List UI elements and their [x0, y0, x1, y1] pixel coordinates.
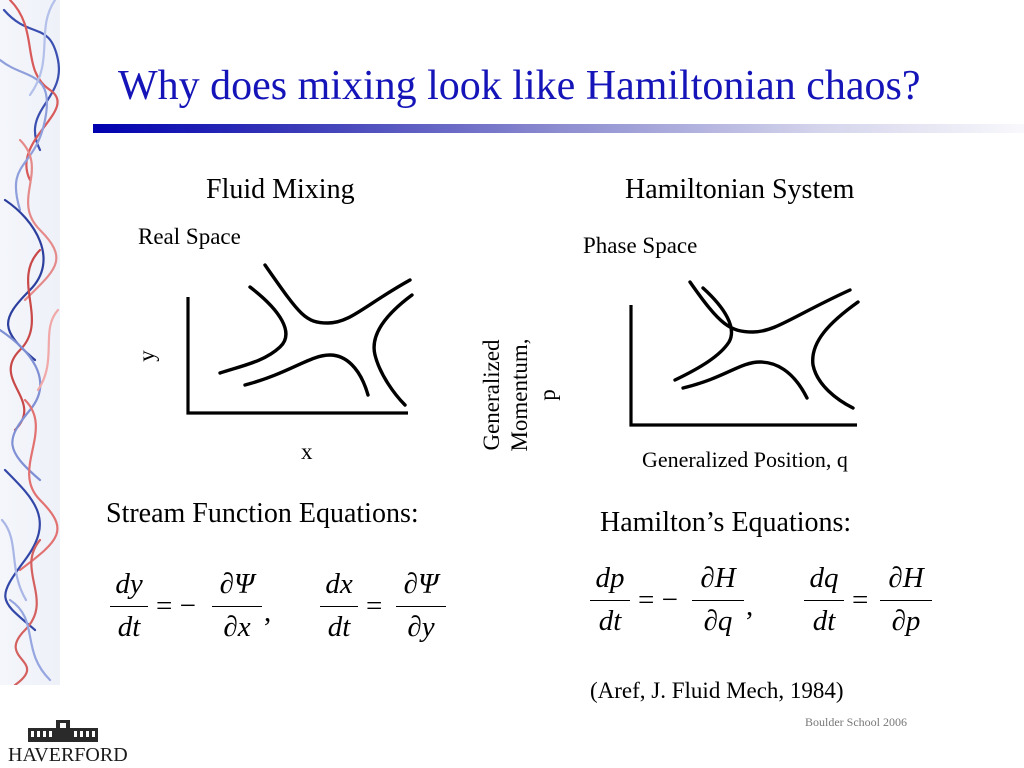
phase-separatrix-lower [681, 360, 809, 400]
momentum-label-line-3: p [535, 389, 560, 401]
eq1-separator: , [264, 596, 272, 628]
y-axis-label: y [134, 350, 159, 362]
heq1-separator: , [746, 590, 754, 622]
stream-function-heading: Stream Function Equations: [106, 498, 419, 529]
heq1-operator: = − [638, 584, 678, 616]
heq2-lhs-fraction: dq dt [804, 562, 844, 638]
heq1-rhs-denominator: ∂q [703, 605, 733, 637]
eq2-operator: = [366, 590, 383, 622]
real-space-axes [186, 297, 408, 415]
heq2-rhs-fraction: ∂H ∂p [880, 562, 932, 638]
eq1-rhs-denominator: ∂x [223, 611, 251, 643]
slide-title: Why does mixing look like Hamiltonian ch… [118, 63, 921, 109]
eq2-rhs-fraction: ∂Ψ ∂y [396, 568, 446, 644]
hamiltons-equations-heading: Hamilton’s Equations: [600, 507, 852, 538]
heq1-rhs-fraction: ∂H ∂q [692, 562, 744, 638]
eq2-lhs-numerator: dx [325, 568, 353, 600]
momentum-label-line-1: Generalized [479, 339, 504, 451]
haverford-logo: HAVERFORD [8, 720, 128, 766]
eq2-rhs-denominator: ∂y [407, 611, 435, 643]
phase-space-diagram [629, 280, 860, 427]
phase-separatrix-upper [688, 280, 852, 334]
eq1-lhs-fraction: dy dt [110, 568, 148, 644]
phase-space-label: Phase Space [583, 233, 698, 258]
eq2-lhs-fraction: dx dt [320, 568, 358, 644]
heq2-lhs-numerator: dq [809, 562, 839, 594]
phase-separatrix-left [673, 286, 734, 382]
phase-space-axes [629, 305, 857, 427]
mixing-pattern-image [0, 0, 60, 685]
title-underline-rule [93, 124, 1024, 133]
mixing-pattern-art [0, 0, 60, 685]
eq2-lhs-denominator: dt [327, 611, 351, 643]
eq2-rhs-numerator: ∂Ψ [403, 568, 439, 600]
haverford-building-icon [28, 720, 98, 742]
eq1-lhs-numerator: dy [115, 568, 143, 600]
citation: (Aref, J. Fluid Mech, 1984) [590, 678, 844, 703]
separatrix-left [218, 285, 288, 375]
fluid-mixing-heading: Fluid Mixing [206, 174, 355, 205]
heq1-lhs-numerator: dp [595, 562, 625, 594]
haverford-logo-text: HAVERFORD [8, 744, 128, 766]
phase-separatrix-right [811, 300, 860, 410]
eq1-lhs-denominator: dt [117, 611, 141, 643]
position-axis-label: Generalized Position, q [642, 447, 848, 472]
momentum-label-line-2: Momentum, [507, 338, 532, 452]
hamiltonian-system-heading: Hamiltonian System [625, 174, 855, 205]
heq2-rhs-numerator: ∂H [888, 562, 924, 594]
footer-text: Boulder School 2006 [805, 715, 907, 729]
separatrix-upper [263, 263, 412, 325]
real-space-diagram [186, 263, 414, 415]
real-space-label: Real Space [138, 224, 241, 249]
separatrix-right [372, 293, 414, 407]
heq1-rhs-numerator: ∂H [700, 562, 736, 594]
heq1-lhs-denominator: dt [598, 605, 622, 637]
eq1-rhs-numerator: ∂Ψ [219, 568, 255, 600]
heq2-lhs-denominator: dt [812, 605, 836, 637]
momentum-axis-label: Generalized Momentum, p [478, 325, 590, 465]
separatrix-lower [243, 353, 370, 397]
x-axis-label: x [301, 439, 313, 464]
eq1-rhs-fraction: ∂Ψ ∂x [212, 568, 262, 644]
heq2-operator: = [852, 584, 869, 616]
heq1-lhs-fraction: dp dt [590, 562, 630, 638]
eq1-operator: = − [156, 590, 196, 622]
heq2-rhs-denominator: ∂p [891, 605, 921, 637]
